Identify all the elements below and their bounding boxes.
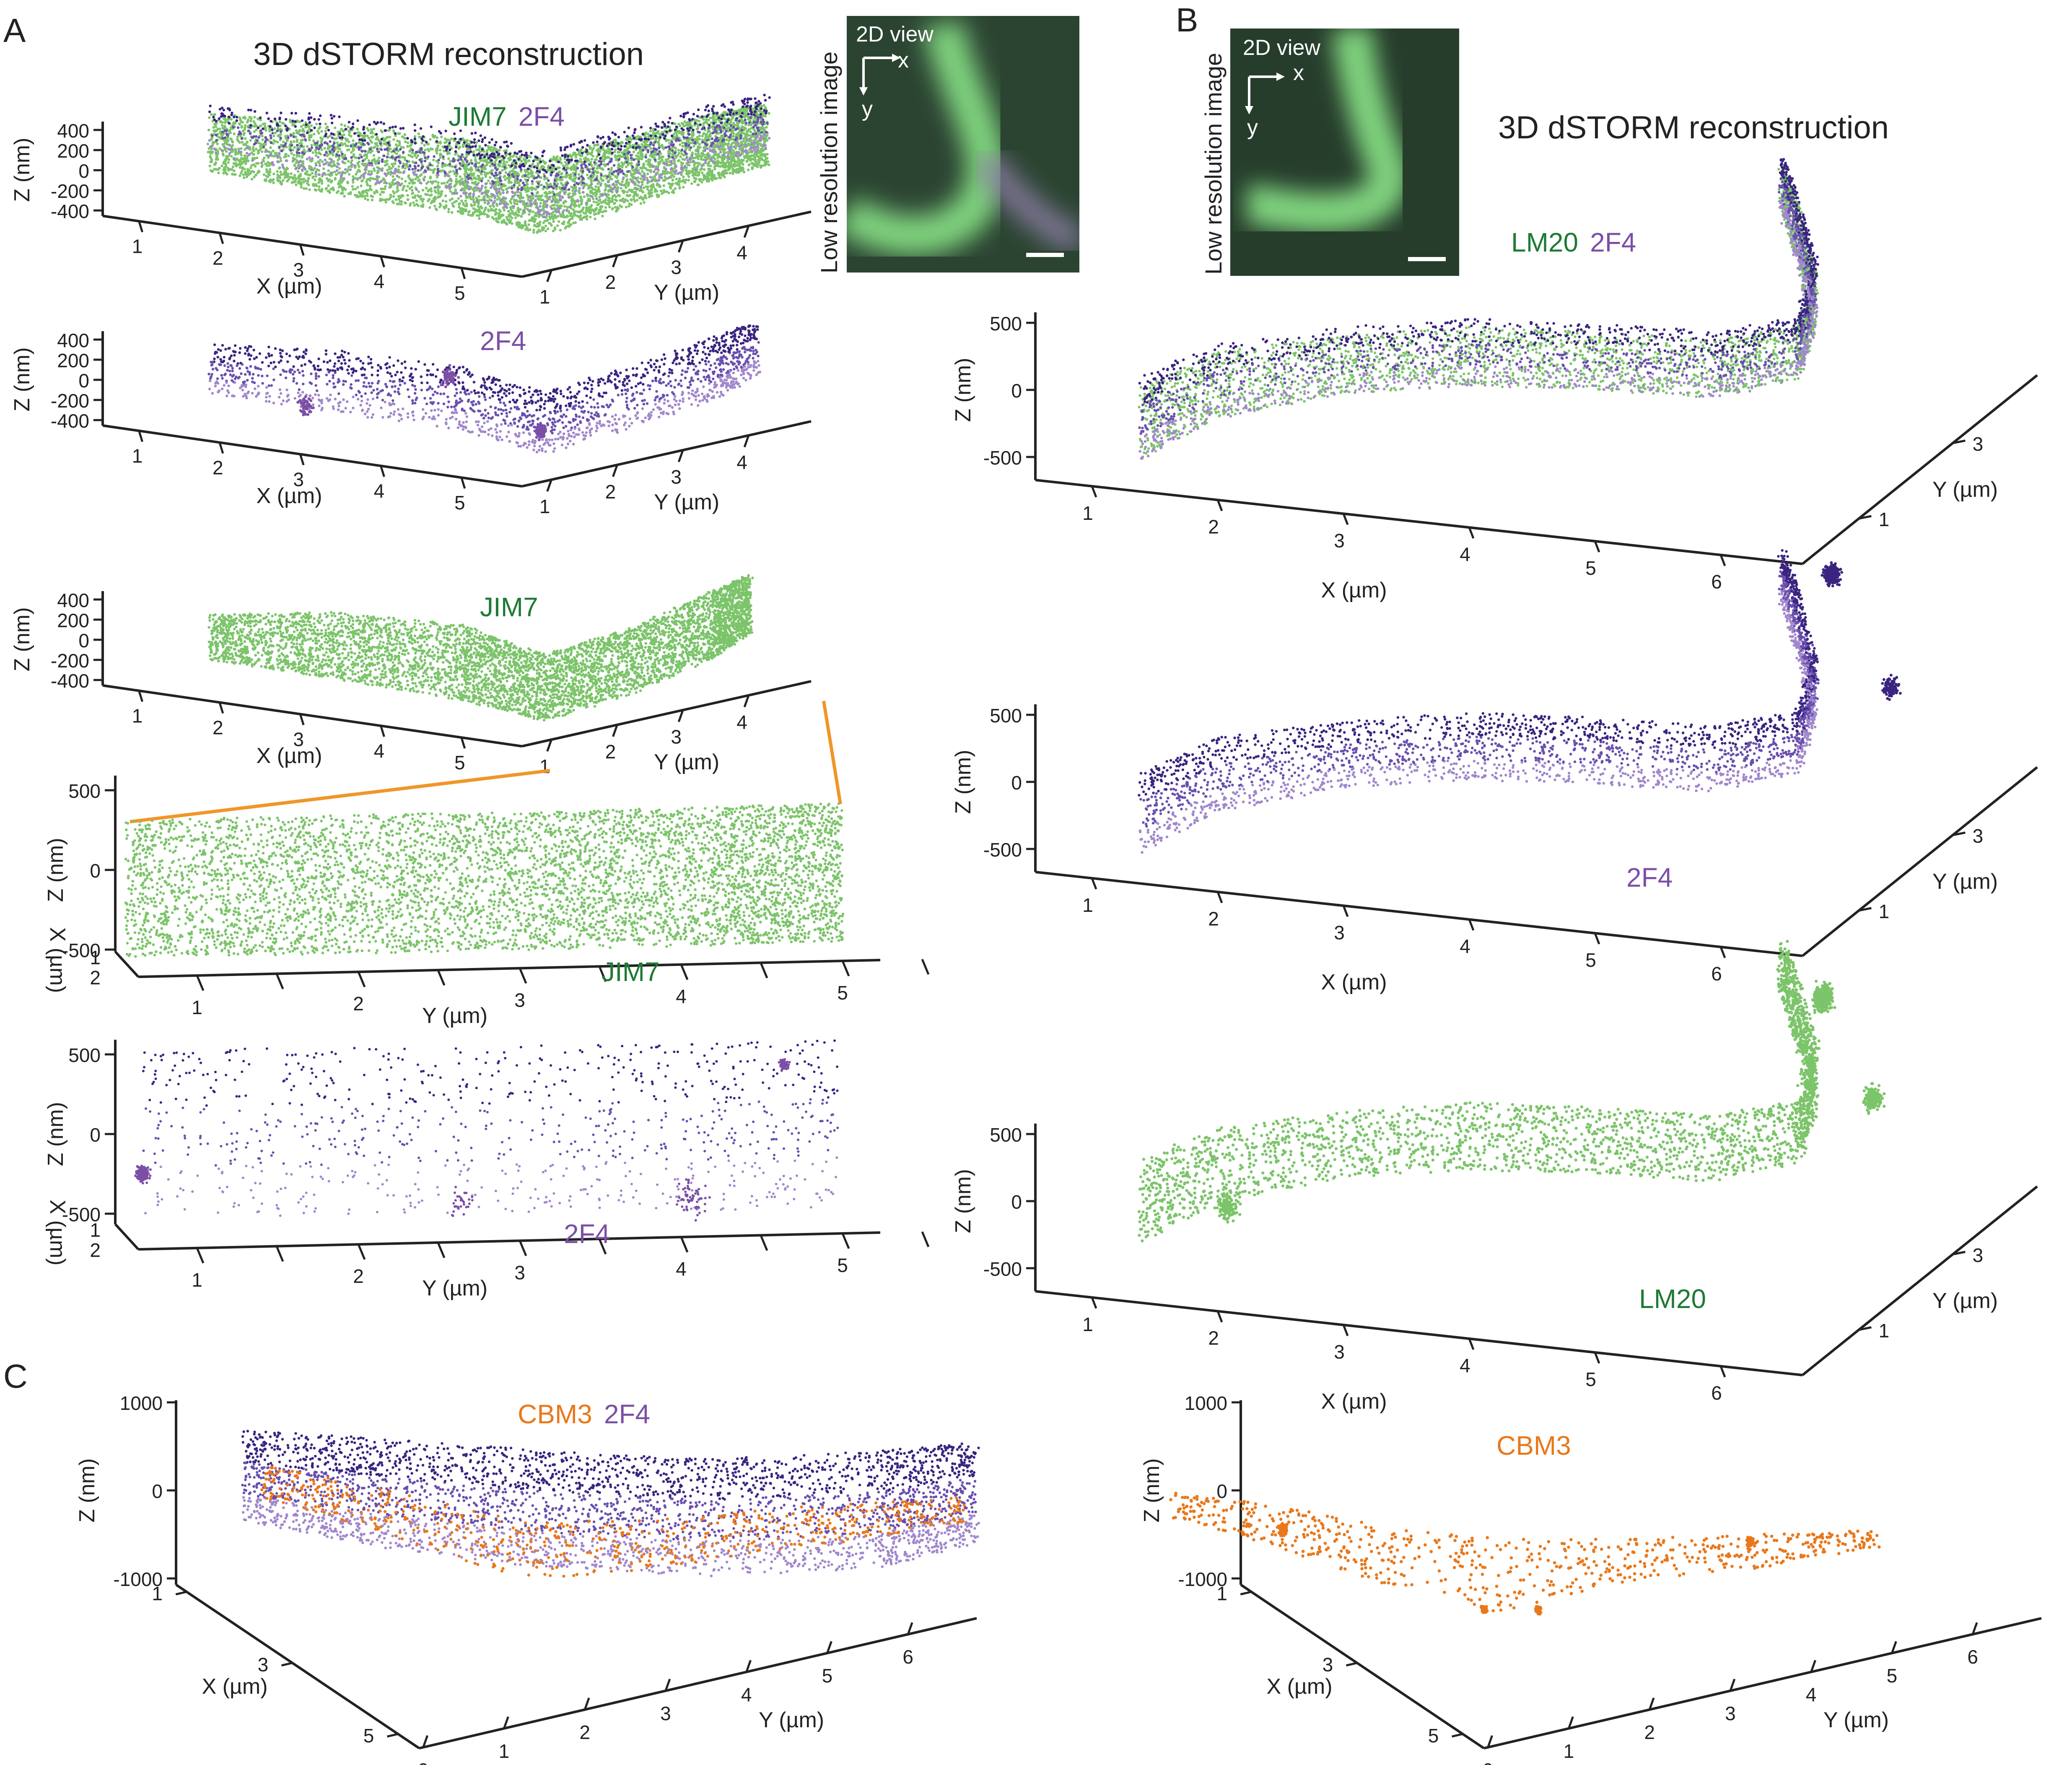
data-point: [335, 173, 337, 176]
data-point: [433, 205, 436, 207]
data-point: [601, 215, 604, 217]
data-point: [604, 206, 607, 209]
data-point: [439, 149, 441, 151]
data-point: [306, 170, 309, 173]
data-point: [483, 210, 485, 213]
data-point: [637, 169, 640, 171]
panel-a-plot1-x-tick-label: 1: [132, 236, 143, 257]
data-point: [694, 180, 696, 183]
panel-a-plot1-y-axis-title: Y (µm): [654, 280, 719, 305]
panel-a-plot1-y-tick-label: 3: [671, 257, 682, 278]
data-point: [272, 150, 274, 152]
panel-b-title: 3D dSTORM reconstruction: [1498, 110, 1889, 145]
data-point: [682, 186, 685, 188]
data-point: [275, 152, 277, 154]
data-point: [642, 187, 645, 189]
panel-a-plot1-z-tick-label: 400: [57, 120, 89, 142]
data-point: [290, 140, 292, 143]
data-point: [244, 137, 246, 140]
panel-a-plot1-z-tick-label: -400: [51, 200, 89, 222]
data-point: [274, 132, 277, 134]
data-point: [243, 176, 245, 179]
data-point: [324, 130, 327, 132]
data-point: [620, 187, 622, 189]
data-point: [593, 200, 595, 203]
panel-a-plot1-x-axis-line: [103, 216, 522, 277]
data-point: [559, 229, 562, 231]
data-point: [249, 166, 252, 169]
data-point: [314, 179, 316, 181]
data-point: [250, 164, 253, 166]
panel-a-plot1-x-tick-label: 2: [213, 247, 223, 269]
data-point: [457, 147, 460, 150]
data-point: [587, 177, 590, 179]
panel-a-plot1-x-tick-label: 4: [374, 270, 385, 292]
data-point: [287, 155, 290, 157]
panel-a-plot1-z-axis-title: Z (nm): [10, 138, 34, 202]
data-point: [449, 170, 452, 173]
data-point: [404, 180, 407, 182]
data-point: [440, 135, 443, 138]
data-point: [478, 161, 480, 164]
data-point: [768, 112, 770, 114]
panel-a-plot1-y-tick-label: 1: [539, 286, 550, 308]
data-point: [589, 216, 591, 218]
panel-a-plot1-x-axis-title: X (µm): [256, 274, 322, 298]
data-point: [373, 154, 375, 157]
data-point: [633, 197, 635, 200]
panel-letter-c: C: [3, 1357, 28, 1395]
panel-a-plot1-y-tick-label: 4: [736, 241, 747, 263]
data-point: [290, 172, 292, 175]
panel-a-plot1-z-tick-label: 200: [57, 140, 89, 162]
panel-a-plot1-z-tick-label: -200: [51, 180, 89, 202]
data-point: [315, 175, 317, 177]
data-point: [375, 162, 377, 165]
panel-a-plot1-x-tick-label: 5: [454, 282, 465, 304]
data-point: [327, 184, 329, 187]
panel-letter-a: A: [3, 12, 26, 49]
data-point: [207, 143, 209, 145]
data-point: [531, 182, 534, 185]
panel-a-plot1-y-tick-label: 2: [605, 271, 616, 293]
data-point: [637, 152, 639, 154]
data-point: [263, 173, 265, 176]
data-point: [579, 158, 582, 160]
data-point: [272, 173, 275, 175]
data-point: [558, 220, 560, 223]
data-point: [237, 148, 240, 150]
figure-page: A B C 3D dSTORM reconstruction 3D dSTORM rec…: [0, 0, 2072, 1765]
data-point: [442, 200, 444, 202]
data-point: [315, 123, 318, 125]
data-point: [703, 168, 705, 171]
data-point: [430, 187, 432, 190]
data-point: [677, 149, 680, 151]
data-point: [306, 145, 309, 148]
data-point: [253, 116, 256, 118]
data-point: [583, 195, 585, 198]
data-point: [262, 138, 264, 141]
data-point: [575, 156, 577, 158]
panel-a-plot1-z-tick-label: 0: [78, 160, 89, 182]
data-point: [532, 210, 534, 213]
data-point: [298, 177, 301, 180]
panel-a-title: 3D dSTORM reconstruction: [253, 36, 644, 72]
data-point: [645, 160, 648, 163]
data-point: [604, 183, 607, 185]
data-point: [434, 180, 437, 183]
data-point: [256, 157, 258, 159]
data-point: [381, 131, 384, 133]
data-point: [460, 200, 463, 202]
data-point: [366, 195, 368, 197]
data-point: [663, 184, 665, 187]
data-point: [210, 113, 213, 116]
data-point: [697, 152, 700, 155]
data-point: [633, 151, 635, 153]
data-point: [643, 201, 645, 204]
panel-letter-b: B: [1176, 1, 1198, 39]
data-point: [321, 138, 323, 140]
data-point: [608, 171, 611, 174]
data-point: [347, 160, 350, 162]
data-point: [493, 205, 495, 208]
